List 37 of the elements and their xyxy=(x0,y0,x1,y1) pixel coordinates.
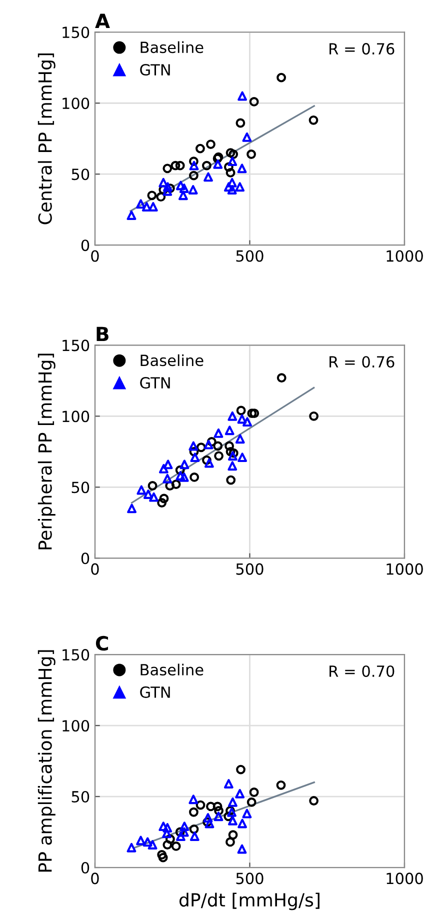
legend-label: Baseline xyxy=(140,354,204,366)
x-tick-label: 500 xyxy=(236,563,264,575)
chart-title: C xyxy=(96,636,108,651)
y-tick-label: 100 xyxy=(62,410,90,422)
x-tick-label: 0 xyxy=(91,872,99,884)
legend-label: GTN xyxy=(140,64,170,76)
y-tick-label: 50 xyxy=(72,168,90,180)
x-axis-title: dP/dt [mmHg/s] xyxy=(179,892,320,910)
annotation: R = 0.76 xyxy=(330,43,394,55)
y-tick-label: 0 xyxy=(81,862,90,874)
y-tick-label: 50 xyxy=(72,790,90,803)
y-tick-label: 100 xyxy=(62,720,90,732)
annotation: R = 0.76 xyxy=(330,356,394,368)
legend-label: Baseline xyxy=(140,41,204,54)
y-tick-label: 50 xyxy=(72,482,90,494)
x-tick-label: 500 xyxy=(236,872,264,884)
annotation: R = 0.70 xyxy=(330,665,394,678)
y-tick-label: 150 xyxy=(62,649,90,661)
legend-label: GTN xyxy=(140,377,170,389)
y-tick-label: 100 xyxy=(62,98,90,110)
legend-label: Baseline xyxy=(140,664,204,676)
x-tick-label: 1000 xyxy=(386,563,423,575)
x-tick-label: 0 xyxy=(91,250,99,262)
x-tick-label: 0 xyxy=(91,563,99,575)
y-tick-label: 0 xyxy=(81,552,90,564)
y-axis-title: Central PP [mmHg] xyxy=(38,54,56,224)
x-tick-label: 500 xyxy=(236,250,264,262)
x-tick-label: 1000 xyxy=(386,872,423,884)
chart-title: B xyxy=(96,326,108,341)
chart-title: A xyxy=(95,14,110,28)
y-axis-title: Peripheral PP [mmHg] xyxy=(38,354,56,550)
y-tick-label: 0 xyxy=(81,240,90,252)
y-tick-label: 150 xyxy=(62,26,90,38)
legend-label: GTN xyxy=(140,686,170,698)
y-tick-label: 150 xyxy=(62,340,90,352)
x-tick-label: 1000 xyxy=(386,250,423,262)
y-axis-title: PP amplification [mmHg] xyxy=(38,650,56,872)
